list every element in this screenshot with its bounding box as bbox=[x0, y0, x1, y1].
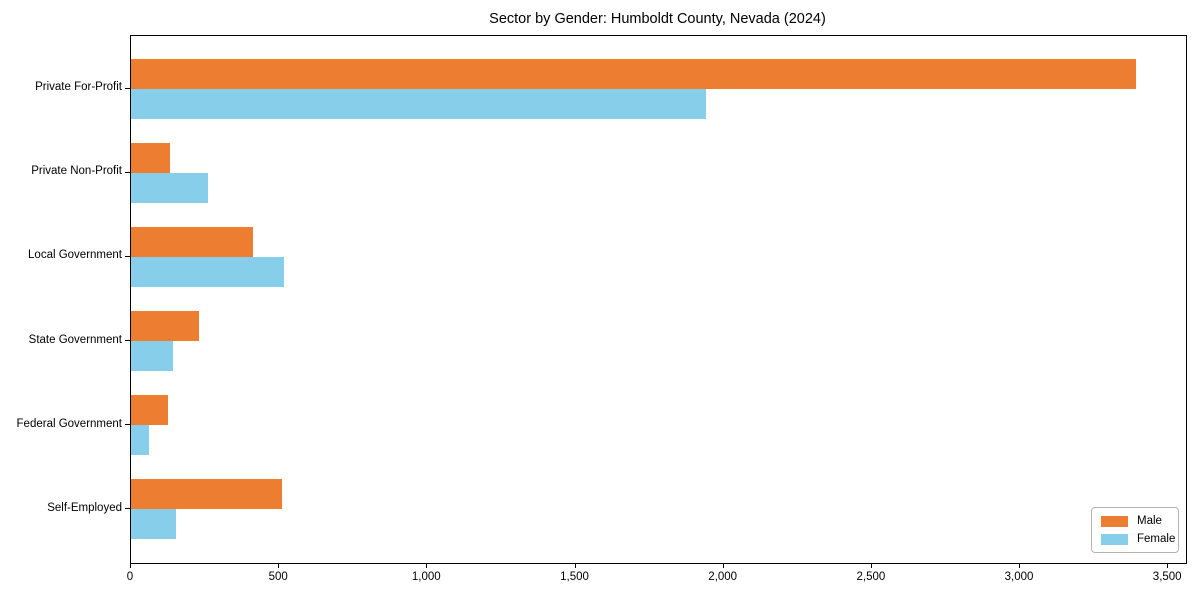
y-tick-self-employed bbox=[125, 508, 130, 510]
y-tick-private-for-profit bbox=[125, 87, 130, 89]
y-tick-federal-government bbox=[125, 424, 130, 426]
y-tick-label-federal-government: Federal Government bbox=[16, 417, 122, 430]
bar-male-private-non-profit bbox=[131, 142, 170, 173]
bar-female-private-non-profit bbox=[131, 172, 209, 203]
bar-male-private-for-profit bbox=[131, 58, 1136, 89]
x-tick-2500 bbox=[870, 563, 872, 568]
x-tick-label-2000: 2,000 bbox=[708, 571, 738, 583]
y-tick-state-government bbox=[125, 340, 130, 342]
x-tick-label-1500: 1,500 bbox=[560, 571, 589, 583]
legend: Male Female bbox=[1091, 507, 1179, 553]
x-tick-0 bbox=[130, 563, 131, 568]
y-tick-label-self-employed: Self-Employed bbox=[47, 501, 122, 514]
bar-female-private-for-profit bbox=[131, 88, 706, 119]
x-tick-label-1000: 1,000 bbox=[411, 571, 441, 583]
bar-male-federal-government bbox=[131, 395, 168, 426]
x-tick-label-3000: 3,000 bbox=[1004, 571, 1034, 583]
x-tick-3500 bbox=[1167, 563, 1169, 568]
x-tick-2000 bbox=[722, 563, 724, 568]
legend-swatch-female bbox=[1101, 533, 1128, 545]
x-tick-3000 bbox=[1019, 563, 1020, 568]
x-tick-1500 bbox=[574, 563, 576, 568]
legend-swatch-male bbox=[1101, 515, 1128, 527]
x-tick-label-3500: 3,500 bbox=[1152, 571, 1182, 583]
x-tick-label-500: 500 bbox=[268, 571, 288, 583]
bar-male-state-government bbox=[131, 311, 200, 342]
y-tick-label-private-non-profit: Private Non-Profit bbox=[31, 165, 122, 178]
legend-item-male: Male bbox=[1101, 515, 1169, 527]
y-tick-local-government bbox=[125, 255, 130, 257]
legend-label-female: Female bbox=[1137, 533, 1176, 545]
bar-female-self-employed bbox=[131, 509, 176, 540]
bar-male-self-employed bbox=[131, 479, 283, 510]
y-tick-label-local-government: Local Government bbox=[28, 249, 122, 262]
bar-female-local-government bbox=[131, 256, 284, 287]
plot-area bbox=[130, 35, 1187, 564]
bar-female-federal-government bbox=[131, 425, 149, 456]
legend-label-male: Male bbox=[1137, 515, 1162, 527]
x-tick-label-0: 0 bbox=[126, 571, 134, 583]
bar-male-local-government bbox=[131, 226, 253, 257]
x-tick-500 bbox=[278, 563, 280, 568]
chart-title: Sector by Gender: Humboldt County, Nevad… bbox=[489, 11, 826, 27]
y-tick-label-private-for-profit: Private For-Profit bbox=[35, 81, 122, 94]
x-tick-1000 bbox=[426, 563, 428, 568]
bar-female-state-government bbox=[131, 341, 173, 372]
x-tick-label-2500: 2,500 bbox=[856, 571, 886, 583]
y-tick-label-state-government: State Government bbox=[28, 333, 122, 346]
y-tick-private-non-profit bbox=[125, 171, 130, 173]
legend-item-female: Female bbox=[1101, 533, 1175, 545]
